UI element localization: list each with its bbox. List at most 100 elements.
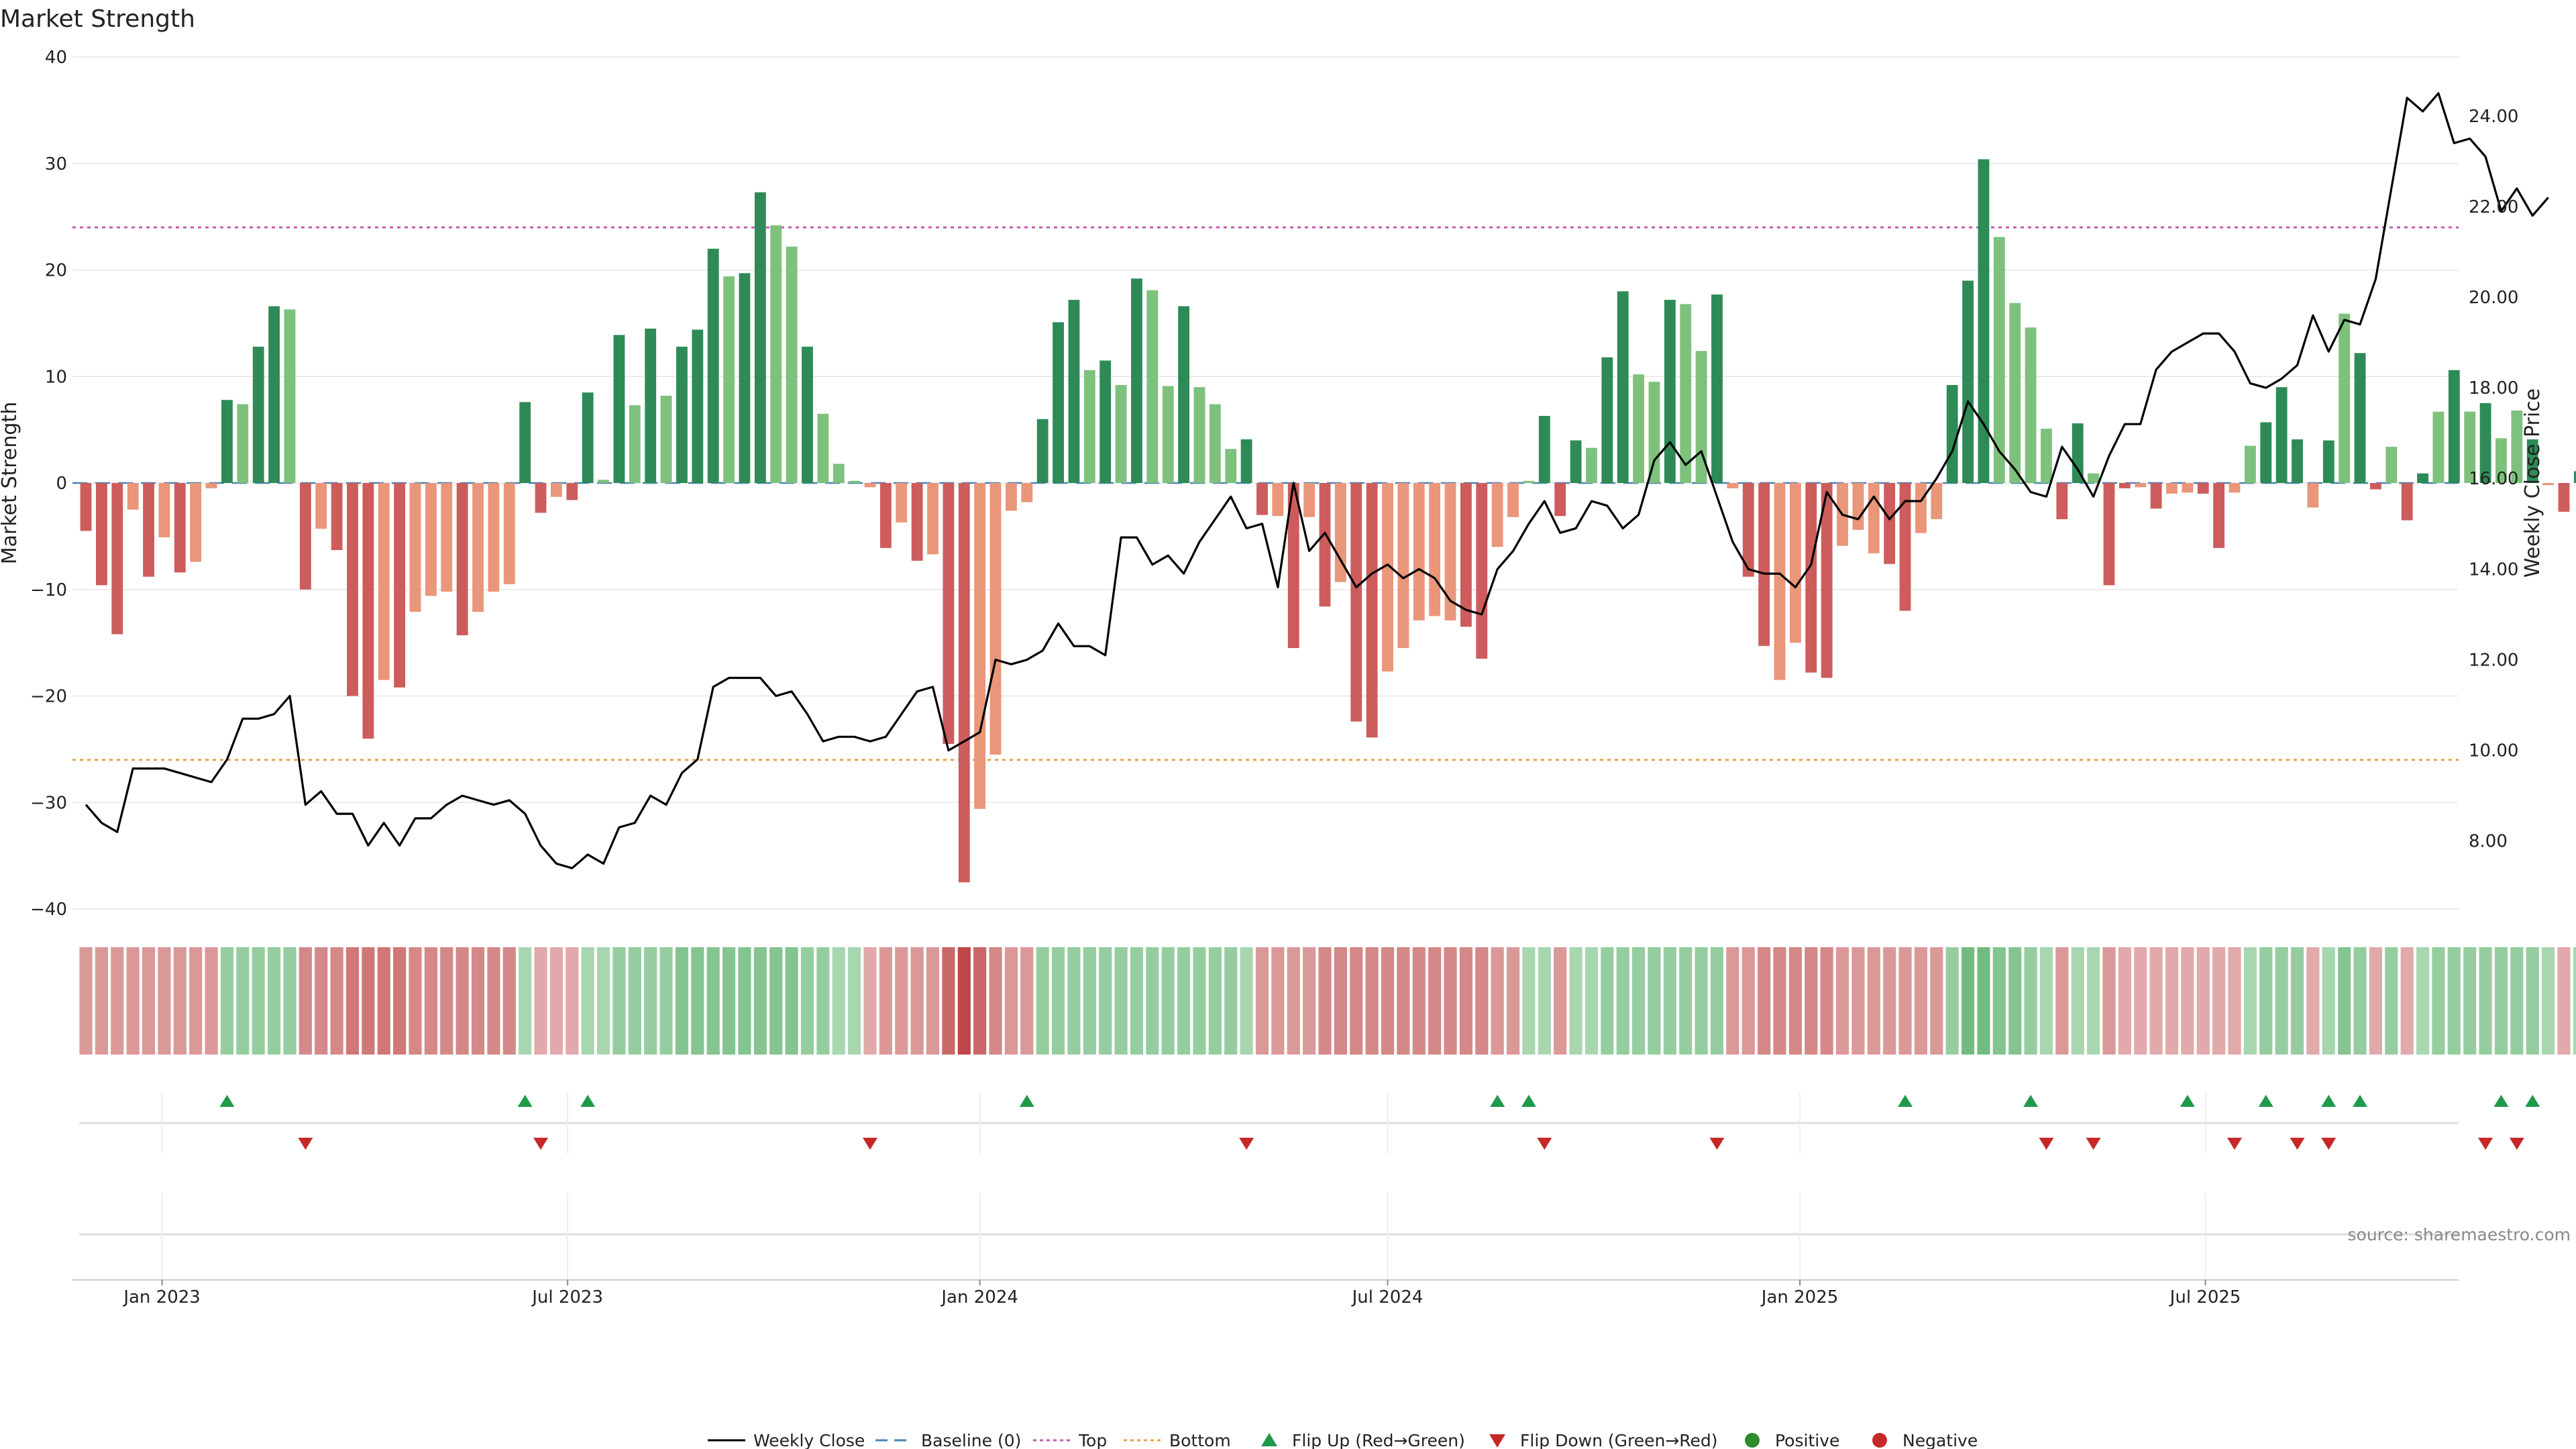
heat-cell [1632,947,1646,1055]
heat-cell [2290,947,2304,1055]
strength-bar [1993,237,2005,483]
strength-bar [2150,483,2162,509]
right-tick-label: 10.00 [2469,741,2518,761]
heat-cell [644,947,657,1055]
heat-cell [1412,947,1426,1055]
heat-cell [158,947,171,1055]
heat-cell [345,947,360,1055]
legend-swatch [1745,1433,1760,1448]
flip-down-marker [2478,1138,2493,1150]
strength-bar [911,483,923,561]
flip-up-marker [2525,1095,2540,1107]
strength-bar [2370,483,2381,490]
heat-cell [2369,947,2383,1055]
flip-up-marker [2493,1095,2509,1107]
strength-bar [1915,483,1927,533]
strength-bar [503,483,515,584]
strength-bar [943,483,955,744]
strength-bar [2103,483,2115,586]
strength-bar [1429,483,1441,616]
heat-cell [691,947,704,1055]
strength-bar [660,395,672,483]
strength-bar [1334,483,1346,582]
strength-bar [802,346,813,483]
strength-bar [331,483,343,551]
strength-bar [1209,404,1221,483]
flip-up-marker [1490,1095,1505,1107]
strength-bar [2135,483,2147,488]
strength-bar [268,306,280,483]
strength-bar [394,483,406,688]
strength-bar [1178,306,1190,483]
strength-bar [1006,483,1017,511]
heat-cell [126,947,140,1055]
strength-bar [2056,483,2068,519]
strength-heat-strip [79,947,2576,1055]
heat-cell [675,947,689,1055]
heat-cell [471,947,485,1055]
heat-cell [2432,947,2445,1055]
heat-cell [455,947,469,1055]
heat-cell [1506,947,1520,1055]
heat-cell [1350,947,1363,1055]
heat-cell [2479,947,2492,1055]
strength-bar [2448,370,2460,483]
strength-bar [1036,419,1049,483]
heat-cell [1036,947,1049,1055]
heat-cell [2557,947,2571,1055]
strength-bar [958,483,970,883]
strength-bar [2432,411,2445,483]
heat-cell [1130,947,1144,1055]
heat-cell [2306,947,2320,1055]
heat-cell [2118,947,2131,1055]
heat-cell [1867,947,1880,1055]
heat-cell [205,947,218,1055]
strength-bar [1303,483,1316,517]
heat-cell [566,947,579,1055]
heat-cell [2165,947,2179,1055]
heat-cell [1898,947,1912,1055]
strength-bar [817,413,829,483]
x-axis-ticks: Jan 2023 Jul 2023 Jan 2024 Jul 2024 Jan 2025… [72,1279,2459,1307]
heat-cell [1585,947,1599,1055]
strength-bar [1586,447,1597,483]
left-tick-label: 10 [45,367,67,387]
heat-cell [2102,947,2116,1055]
strength-bar [96,483,107,586]
legend-label: Negative [1902,1431,1978,1449]
heat-cell [1758,947,1771,1055]
strength-bar [1491,483,1503,547]
x-tick-label: Jul 2024 [1351,1287,1424,1307]
flip-down-marker [1239,1138,1254,1150]
heat-cell [1240,947,1253,1055]
strength-bar [1852,483,1864,530]
flip-down-marker [863,1138,878,1150]
strength-bar [896,483,908,523]
heat-cell [753,947,767,1055]
strength-bar [2009,303,2021,483]
heat-cell [989,947,1002,1055]
legend-swatch [1872,1433,1887,1448]
strength-bar [1648,382,1660,483]
right-axis-label: Weekly Close Price [2521,388,2544,578]
strength-bar [645,328,657,483]
source-note: source: sharemaestro.com [2348,1225,2571,1244]
strength-bar [2118,483,2131,488]
chart-title: Market Strength [0,5,195,33]
heat-cell [2181,947,2194,1055]
strength-bar [1601,357,1613,483]
heat-cell [1554,947,1567,1055]
heat-cell [1741,947,1755,1055]
strength-bar [2526,439,2538,483]
strength-bar [1115,384,1127,483]
heat-cell [1977,947,1990,1055]
strength-bar [127,483,139,510]
strength-bar [864,483,876,488]
heat-cell [1208,947,1222,1055]
heat-cell [879,947,892,1055]
flip-down-marker [2039,1138,2054,1150]
heat-cell [1773,947,1786,1055]
strength-bar [1617,291,1629,483]
heat-cell [2228,947,2241,1055]
heat-cell [612,947,626,1055]
